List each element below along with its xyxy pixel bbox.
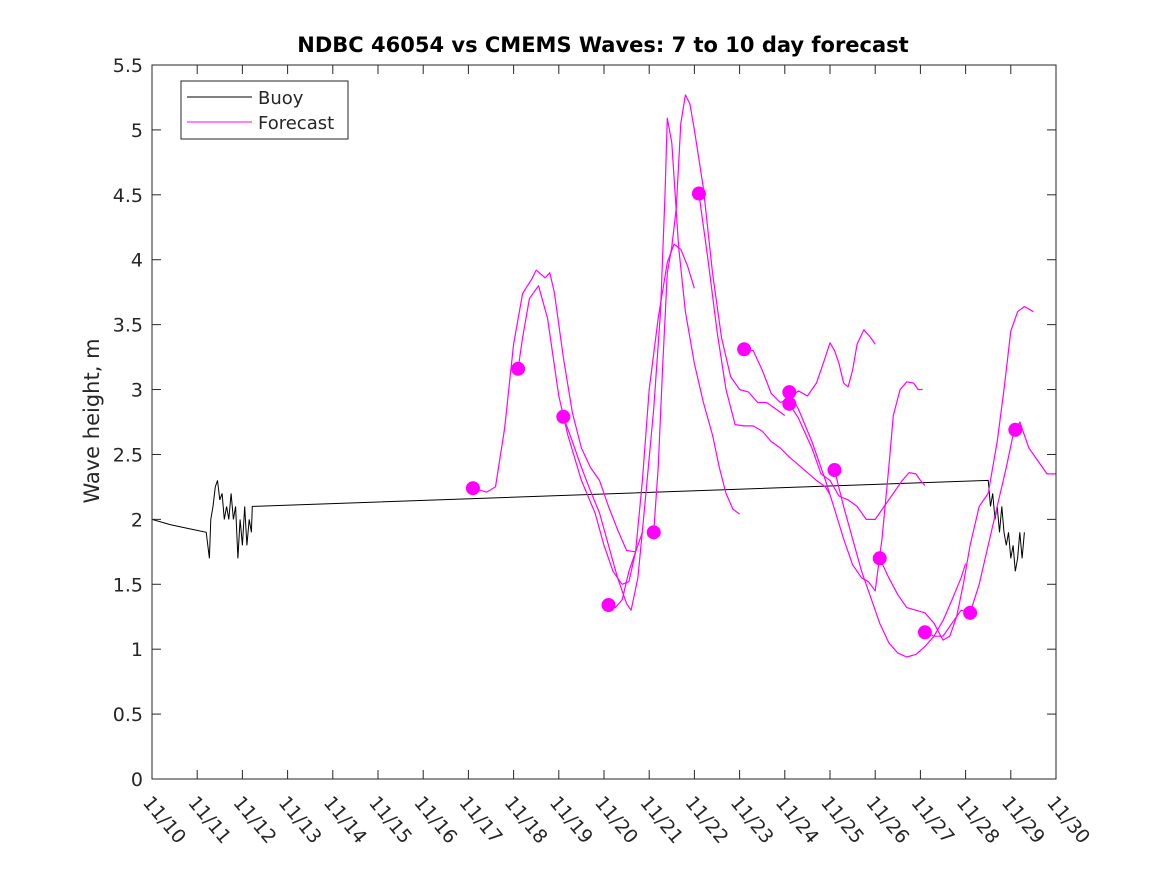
y-tick-label: 0.5 <box>113 704 143 726</box>
legend-label-forecast: Forecast <box>258 113 334 134</box>
forecast-run-line <box>788 381 923 592</box>
forecast-start-marker <box>963 605 978 620</box>
y-tick-label: 5.5 <box>113 55 143 77</box>
forecast-start-marker <box>646 525 661 540</box>
legend-label-buoy: Buoy <box>258 88 304 109</box>
buoy-series <box>152 479 1025 572</box>
forecast-start-marker <box>691 186 706 201</box>
forecast-run-line <box>833 469 967 658</box>
forecast-run-line <box>472 269 636 553</box>
y-tick-label: 2.5 <box>113 444 143 466</box>
y-tick-label: 1.5 <box>113 574 143 596</box>
forecast-run-line <box>879 305 1034 641</box>
y-tick-label: 4 <box>131 250 143 272</box>
chart-title: NDBC 46054 vs CMEMS Waves: 7 to 10 day f… <box>297 33 908 57</box>
forecast-start-marker <box>556 409 571 424</box>
forecast-start-marker <box>917 625 932 640</box>
y-tick-label: 3.5 <box>113 315 143 337</box>
forecast-run-line <box>653 94 786 533</box>
forecast-run-line <box>924 609 971 637</box>
forecast-start-marker <box>737 342 752 357</box>
forecast-start-marker <box>872 551 887 566</box>
y-tick-label: 5 <box>131 120 143 142</box>
forecast-run-line <box>744 329 876 404</box>
forecast-run-line <box>562 117 740 611</box>
legend[interactable]: Buoy Forecast <box>180 80 349 140</box>
legend-box <box>180 80 349 140</box>
forecast-start-marker <box>601 598 616 613</box>
forecast-markers <box>465 186 1023 640</box>
y-axis-ticks: 0 0.5 1 1.5 2 2.5 3 3.5 4 4.5 5 5.5 <box>113 55 1056 791</box>
y-tick-label: 4.5 <box>113 185 143 207</box>
y-tick-label: 0 <box>131 769 143 791</box>
forecast-start-marker <box>782 385 797 400</box>
forecast-start-marker <box>465 481 480 496</box>
y-tick-label: 2 <box>131 509 143 531</box>
y-tick-label: 3 <box>131 380 143 402</box>
forecast-run-line <box>788 403 926 520</box>
y-tick-label: 1 <box>131 639 143 661</box>
forecast-start-marker <box>511 361 526 376</box>
forecast-run-line <box>698 193 831 495</box>
forecast-start-marker <box>827 463 842 478</box>
forecast-start-marker <box>1008 422 1023 437</box>
plot-area <box>152 65 1056 779</box>
y-axis-label: Wave height, m <box>80 338 104 503</box>
buoy-line <box>152 479 1025 572</box>
forecast-start-marker <box>782 396 797 411</box>
